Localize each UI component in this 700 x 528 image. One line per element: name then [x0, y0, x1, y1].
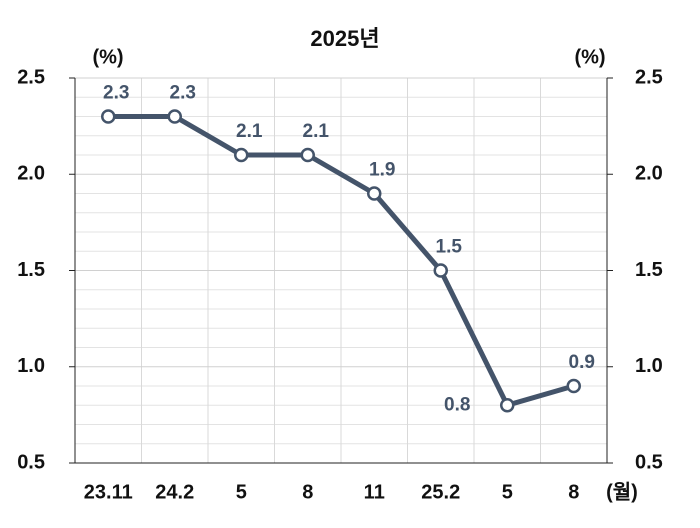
y-tick-label: 2.5: [17, 66, 45, 88]
x-tick-label: 5: [236, 481, 247, 503]
y-tick-label: 1.5: [17, 259, 45, 281]
x-tick-label: 25.2: [421, 481, 460, 503]
x-unit: (월): [606, 480, 638, 503]
value-label: 2.3: [103, 83, 129, 104]
value-label: 2.1: [236, 121, 263, 142]
x-tick-label: 24.2: [155, 481, 194, 503]
y-tick-label: 2.0: [17, 163, 45, 185]
value-label: 1.9: [369, 160, 395, 181]
point: [367, 186, 382, 201]
x-tick-label: 8: [302, 481, 313, 503]
point: [433, 263, 448, 278]
x-tick-label: 8: [568, 481, 579, 503]
point: [500, 398, 515, 413]
point: [300, 147, 315, 163]
point: [167, 109, 182, 124]
point: [234, 147, 249, 163]
x-tick-label: 5: [502, 481, 513, 503]
y2-tick-label: 1.5: [635, 259, 663, 281]
point: [101, 109, 116, 124]
x-tick-label: 23.11: [84, 481, 133, 503]
value-label: 0.9: [569, 352, 595, 373]
chart-title: 2025년: [310, 26, 379, 51]
y-tick-label: 0.5: [17, 451, 45, 473]
y2-tick-label: 2.5: [635, 66, 663, 88]
x-tick-label: 11: [364, 481, 385, 503]
y2-tick-label: 2.0: [635, 163, 663, 185]
y2-tick-label: 0.5: [635, 451, 663, 473]
value-label: 2.3: [170, 83, 196, 104]
y2-unit: (%): [574, 46, 605, 68]
value-label: 2.1: [303, 121, 330, 142]
y2-tick-label: 1.0: [635, 355, 663, 377]
value-label: 1.5: [436, 237, 463, 258]
value-label: 0.8: [444, 394, 470, 415]
point: [566, 378, 581, 394]
y-tick-label: 1.0: [17, 355, 45, 377]
line: [108, 114, 575, 408]
y-unit: (%): [92, 46, 123, 68]
